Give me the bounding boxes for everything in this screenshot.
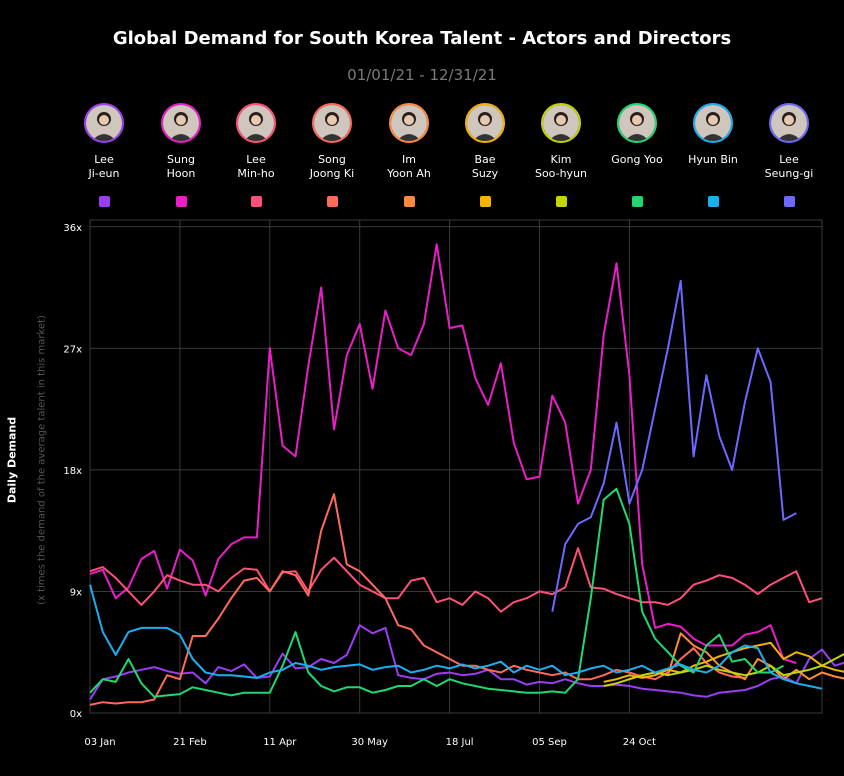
legend-swatch	[480, 196, 491, 207]
legend-swatch	[632, 196, 643, 207]
series-line	[89, 243, 797, 664]
avatar	[541, 103, 581, 143]
y-tick-label: 0x	[70, 709, 82, 720]
legend-person[interactable]: Lee Seung-gi	[749, 103, 829, 181]
legend-person[interactable]: Kim Soo-hyun	[521, 103, 601, 181]
legend-person[interactable]: Bae Suzy	[445, 103, 525, 181]
x-tick-label: 05 Sep	[532, 737, 567, 748]
y-tick-label: 9x	[70, 587, 82, 598]
legend-swatch	[784, 196, 795, 207]
legend-person[interactable]: Im Yoon Ah	[369, 103, 449, 181]
avatar	[617, 103, 657, 143]
x-tick-label: 11 Apr	[263, 737, 297, 748]
legend-person-name: Lee Seung-gi	[764, 153, 814, 180]
avatar	[312, 103, 352, 143]
legend-person-name: Sung Hoon	[166, 153, 196, 180]
series-line	[89, 547, 823, 613]
series-line	[603, 641, 844, 683]
series-line	[603, 653, 844, 687]
legend-person[interactable]: Sung Hoon	[141, 103, 221, 181]
avatar	[693, 103, 733, 143]
legend-swatch	[251, 196, 262, 207]
x-tick-label: 24 Oct	[623, 737, 656, 748]
avatar	[465, 103, 505, 143]
legend-swatch	[176, 196, 187, 207]
legend-swatch	[404, 196, 415, 207]
legend-person-name: Kim Soo-hyun	[534, 153, 588, 180]
legend-person-name: Song Joong Ki	[309, 153, 355, 180]
legend-person-name: Hyun Bin	[688, 153, 738, 166]
y-tick-label: 36x	[63, 223, 82, 234]
plot-frame	[89, 219, 823, 714]
legend-swatch	[708, 196, 719, 207]
series-line	[89, 584, 823, 690]
series-line	[551, 279, 797, 612]
x-tick-label: 30 May	[351, 737, 388, 748]
avatar	[769, 103, 809, 143]
legend-person-name: Gong Yoo	[611, 153, 663, 166]
legend-person[interactable]: Hyun Bin	[673, 103, 753, 167]
x-tick-label: 18 Jul	[446, 737, 474, 748]
chart-subtitle: 01/01/21 - 12/31/21	[347, 66, 497, 84]
legend-person-name: Im Yoon Ah	[387, 153, 431, 180]
legend-person[interactable]: Lee Ji-eun	[64, 103, 144, 181]
y-tick-label: 27x	[63, 344, 82, 355]
avatar	[161, 103, 201, 143]
y-tick-label: 18x	[63, 466, 82, 477]
legend-swatch	[327, 196, 338, 207]
series-line	[89, 493, 746, 706]
legend-swatch	[556, 196, 567, 207]
legend-person[interactable]: Song Joong Ki	[292, 103, 372, 181]
legend-person-name: Lee Ji-eun	[88, 153, 120, 180]
chart-title: Global Demand for South Korea Talent - A…	[112, 28, 732, 49]
x-tick-label: 03 Jan	[84, 737, 115, 748]
legend-person[interactable]: Gong Yoo	[597, 103, 677, 167]
x-tick-label: 21 Feb	[173, 737, 207, 748]
avatar	[236, 103, 276, 143]
series-line	[89, 487, 784, 698]
legend-person[interactable]: Lee Min-ho	[216, 103, 296, 181]
legend-person-name: Lee Min-ho	[237, 153, 275, 180]
avatar	[389, 103, 429, 143]
avatar	[84, 103, 124, 143]
legend-swatch	[99, 196, 110, 207]
legend-person-name: Bae Suzy	[471, 153, 499, 180]
